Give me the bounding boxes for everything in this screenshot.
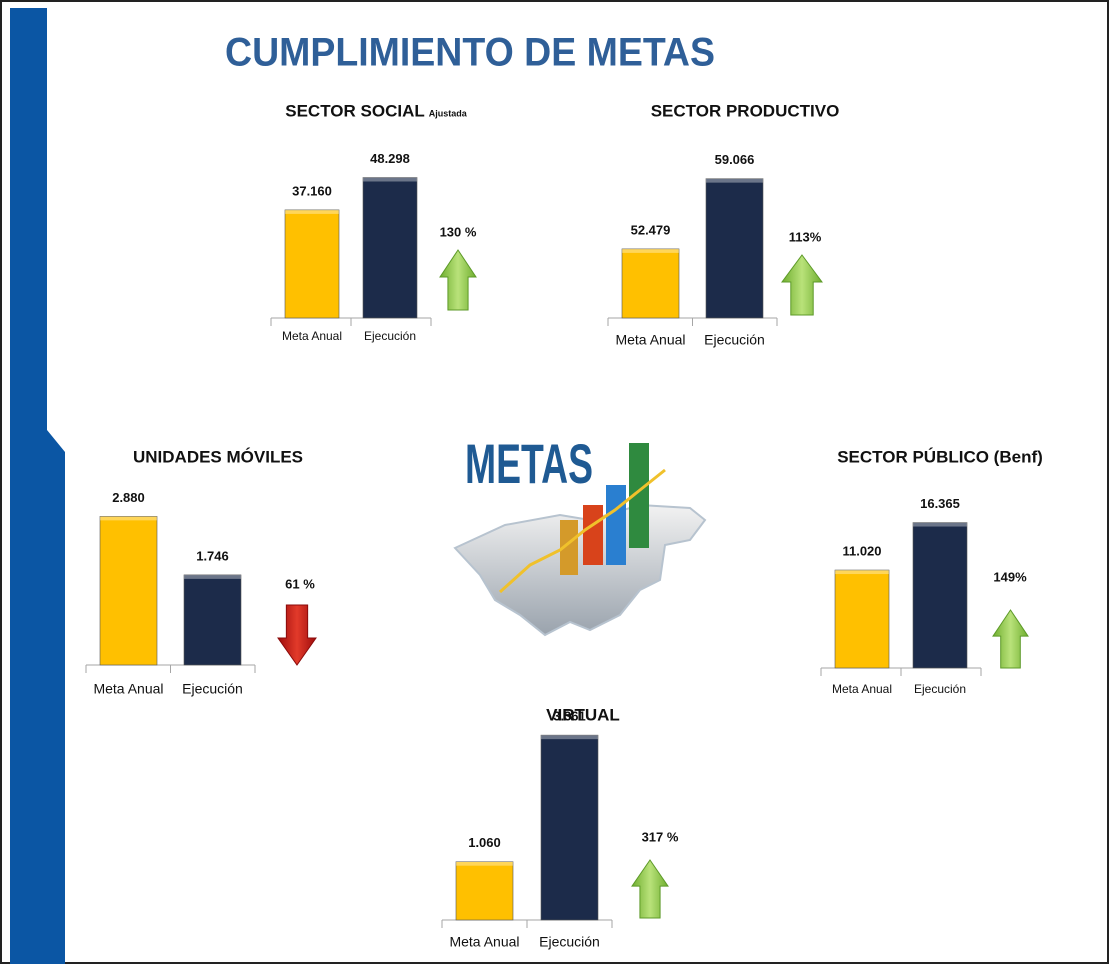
chart-title: UNIDADES MÓVILES bbox=[133, 447, 303, 466]
category-label: Meta Anual bbox=[449, 934, 519, 950]
bar-cap bbox=[100, 516, 157, 521]
category-label: Ejecución bbox=[914, 682, 966, 696]
bar-cap bbox=[456, 861, 513, 866]
logo-line bbox=[498, 468, 666, 594]
bar bbox=[705, 178, 764, 319]
trend-arrow bbox=[992, 609, 1029, 669]
page-title: CUMPLIMIENTO DE METAS bbox=[225, 31, 715, 75]
bar bbox=[912, 522, 968, 669]
logo: METAS bbox=[453, 432, 707, 637]
category-label: Meta Anual bbox=[832, 682, 892, 696]
bar bbox=[284, 209, 340, 319]
bar-cap bbox=[541, 735, 598, 740]
chart-title: VIRTUAL bbox=[546, 705, 620, 724]
percent-label: 113% bbox=[789, 229, 822, 244]
bar bbox=[834, 569, 890, 669]
bar-cap bbox=[835, 570, 889, 575]
bar bbox=[99, 516, 158, 666]
category-label: Meta Anual bbox=[93, 681, 163, 697]
value-label: 37.160 bbox=[292, 183, 332, 198]
chart-title: SECTOR PRODUCTIVO bbox=[651, 101, 840, 120]
value-label: 59.066 bbox=[715, 152, 755, 167]
chart-title: SECTOR SOCIAL bbox=[285, 101, 424, 120]
value-label: 48.298 bbox=[370, 151, 410, 166]
category-label: Ejecución bbox=[364, 329, 416, 343]
bar-cap bbox=[622, 248, 679, 253]
value-label: 1.746 bbox=[196, 548, 229, 563]
bar-cap bbox=[913, 522, 967, 527]
logo-text: METAS bbox=[465, 432, 593, 495]
percent-label: 61 % bbox=[285, 576, 315, 591]
bar bbox=[540, 734, 599, 921]
chart-subtitle: Ajustada bbox=[429, 108, 468, 118]
sidebar bbox=[10, 8, 65, 964]
value-label: 2.880 bbox=[112, 490, 145, 505]
bar bbox=[621, 248, 680, 319]
category-label: Meta Anual bbox=[615, 332, 685, 348]
trend-arrow bbox=[439, 249, 477, 311]
percent-label: 317 % bbox=[642, 829, 679, 844]
logo-bar bbox=[583, 505, 603, 565]
trend-arrow bbox=[277, 604, 317, 666]
value-label: 11.020 bbox=[842, 543, 881, 558]
percent-label: 149% bbox=[993, 569, 1027, 584]
chart-title: SECTOR PÚBLICO (Benf) bbox=[837, 447, 1043, 466]
category-label: Ejecución bbox=[182, 681, 243, 697]
percent-label: 130 % bbox=[440, 224, 477, 239]
bar-cap bbox=[184, 574, 241, 579]
category-label: Ejecución bbox=[704, 332, 765, 348]
bar bbox=[455, 861, 514, 921]
value-label: 3.361 bbox=[553, 709, 586, 724]
logo-bar bbox=[606, 485, 626, 565]
bar-cap bbox=[706, 178, 763, 183]
category-label: Meta Anual bbox=[282, 329, 342, 343]
value-label: 52.479 bbox=[631, 222, 671, 237]
trend-arrow bbox=[781, 254, 823, 316]
value-label: 16.365 bbox=[920, 496, 960, 511]
bar bbox=[362, 177, 418, 319]
logo-bar bbox=[629, 443, 649, 548]
logo-bar bbox=[560, 520, 578, 575]
bar-cap bbox=[363, 177, 417, 182]
value-label: 1.060 bbox=[468, 835, 501, 850]
bar bbox=[183, 574, 242, 666]
bar-cap bbox=[285, 209, 339, 214]
trend-arrow bbox=[631, 859, 669, 919]
category-label: Ejecución bbox=[539, 934, 600, 950]
